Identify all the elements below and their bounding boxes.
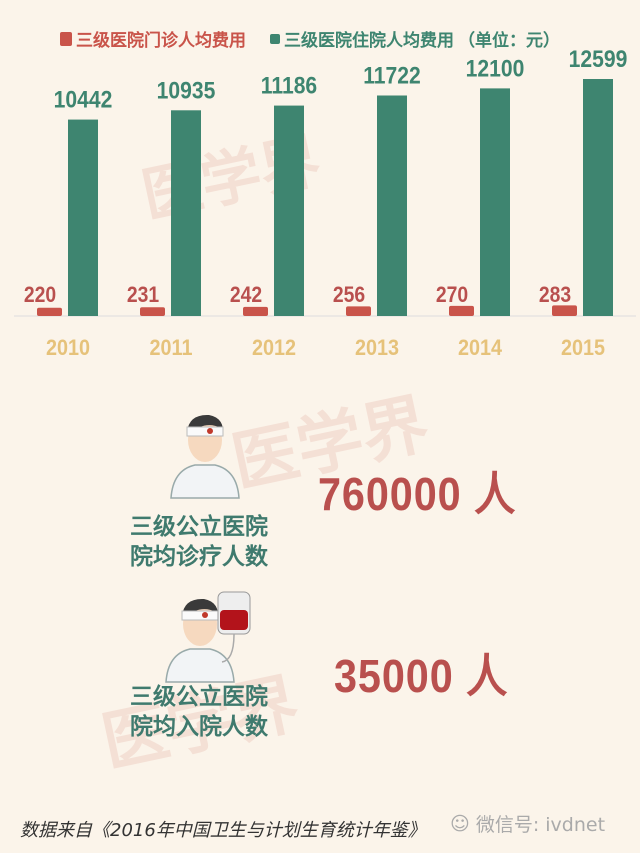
patient-icon — [170, 414, 240, 499]
source-note: 数据来自《2016年中国卫生与计划生育统计年鉴》 — [20, 820, 426, 841]
bar-chart: 220 10442 2010 231 10935 2011 242 11186 2012 256 1… — [14, 46, 636, 360]
label-outpatient: 270 — [436, 283, 468, 307]
label-inpatient: 11722 — [363, 62, 421, 89]
year-label: 2012 — [252, 336, 296, 360]
bar-outpatient — [37, 307, 62, 316]
label-outpatient: 242 — [230, 283, 262, 307]
stat-value-admissions: 35000 人 — [334, 650, 509, 702]
bar-outpatient — [449, 305, 474, 316]
caption-line: 院均入院人数 — [130, 714, 268, 740]
label-inpatient: 10935 — [157, 77, 216, 104]
caption-line: 院均诊疗人数 — [130, 544, 268, 570]
bar-outpatient — [552, 305, 577, 316]
year-label: 2010 — [46, 336, 90, 360]
stat-caption-admissions: 三级公立医院 院均入院人数 — [130, 682, 268, 742]
label-outpatient: 220 — [24, 283, 56, 307]
label-inpatient: 10442 — [54, 86, 113, 113]
bar-inpatient — [480, 88, 510, 317]
legend-item-outpatient: 三级医院门诊人均费用 — [60, 26, 246, 51]
year-label: 2015 — [561, 336, 605, 360]
label-outpatient: 231 — [127, 283, 159, 307]
unit-label: （单位：元） — [458, 31, 560, 51]
legend-swatch — [60, 31, 72, 46]
legend-label: 三级医院门诊人均费用 — [76, 31, 246, 51]
year-label: 2013 — [355, 336, 399, 360]
bar-outpatient — [346, 306, 371, 316]
bar-outpatient — [140, 307, 165, 316]
legend-label: 三级医院住院人均费用 — [284, 31, 454, 51]
bar-outpatient — [243, 306, 268, 316]
legend-item-inpatient: 三级医院住院人均费用 （单位：元） — [270, 26, 560, 51]
year-label: 2011 — [150, 336, 193, 360]
legend: 三级医院门诊人均费用 三级医院住院人均费用 （单位：元） — [60, 26, 560, 51]
caption-line: 三级公立医院 — [130, 684, 268, 710]
wechat-id: ☺ 微信号: ivdnet — [450, 810, 605, 837]
wechat-label: 微信号: ivdnet — [475, 814, 606, 836]
patient-iv-icon — [165, 591, 251, 683]
bar-inpatient — [377, 95, 407, 317]
label-inpatient: 12100 — [466, 55, 525, 82]
caption-line: 三级公立医院 — [130, 514, 268, 540]
bar-inpatient — [274, 105, 304, 317]
stat-caption-visits: 三级公立医院 院均诊疗人数 — [130, 512, 268, 572]
bar-inpatient — [68, 119, 98, 316]
label-outpatient: 256 — [333, 283, 365, 307]
stat-value-visits: 760000 人 — [318, 468, 517, 520]
label-outpatient: 283 — [539, 283, 571, 307]
year-label: 2014 — [458, 336, 502, 360]
bar-inpatient — [583, 79, 613, 316]
legend-swatch — [270, 33, 280, 44]
bar-inpatient — [171, 110, 201, 316]
label-inpatient: 12599 — [569, 46, 628, 73]
wechat-icon: ☺ — [450, 812, 470, 835]
label-inpatient: 11186 — [261, 72, 317, 99]
